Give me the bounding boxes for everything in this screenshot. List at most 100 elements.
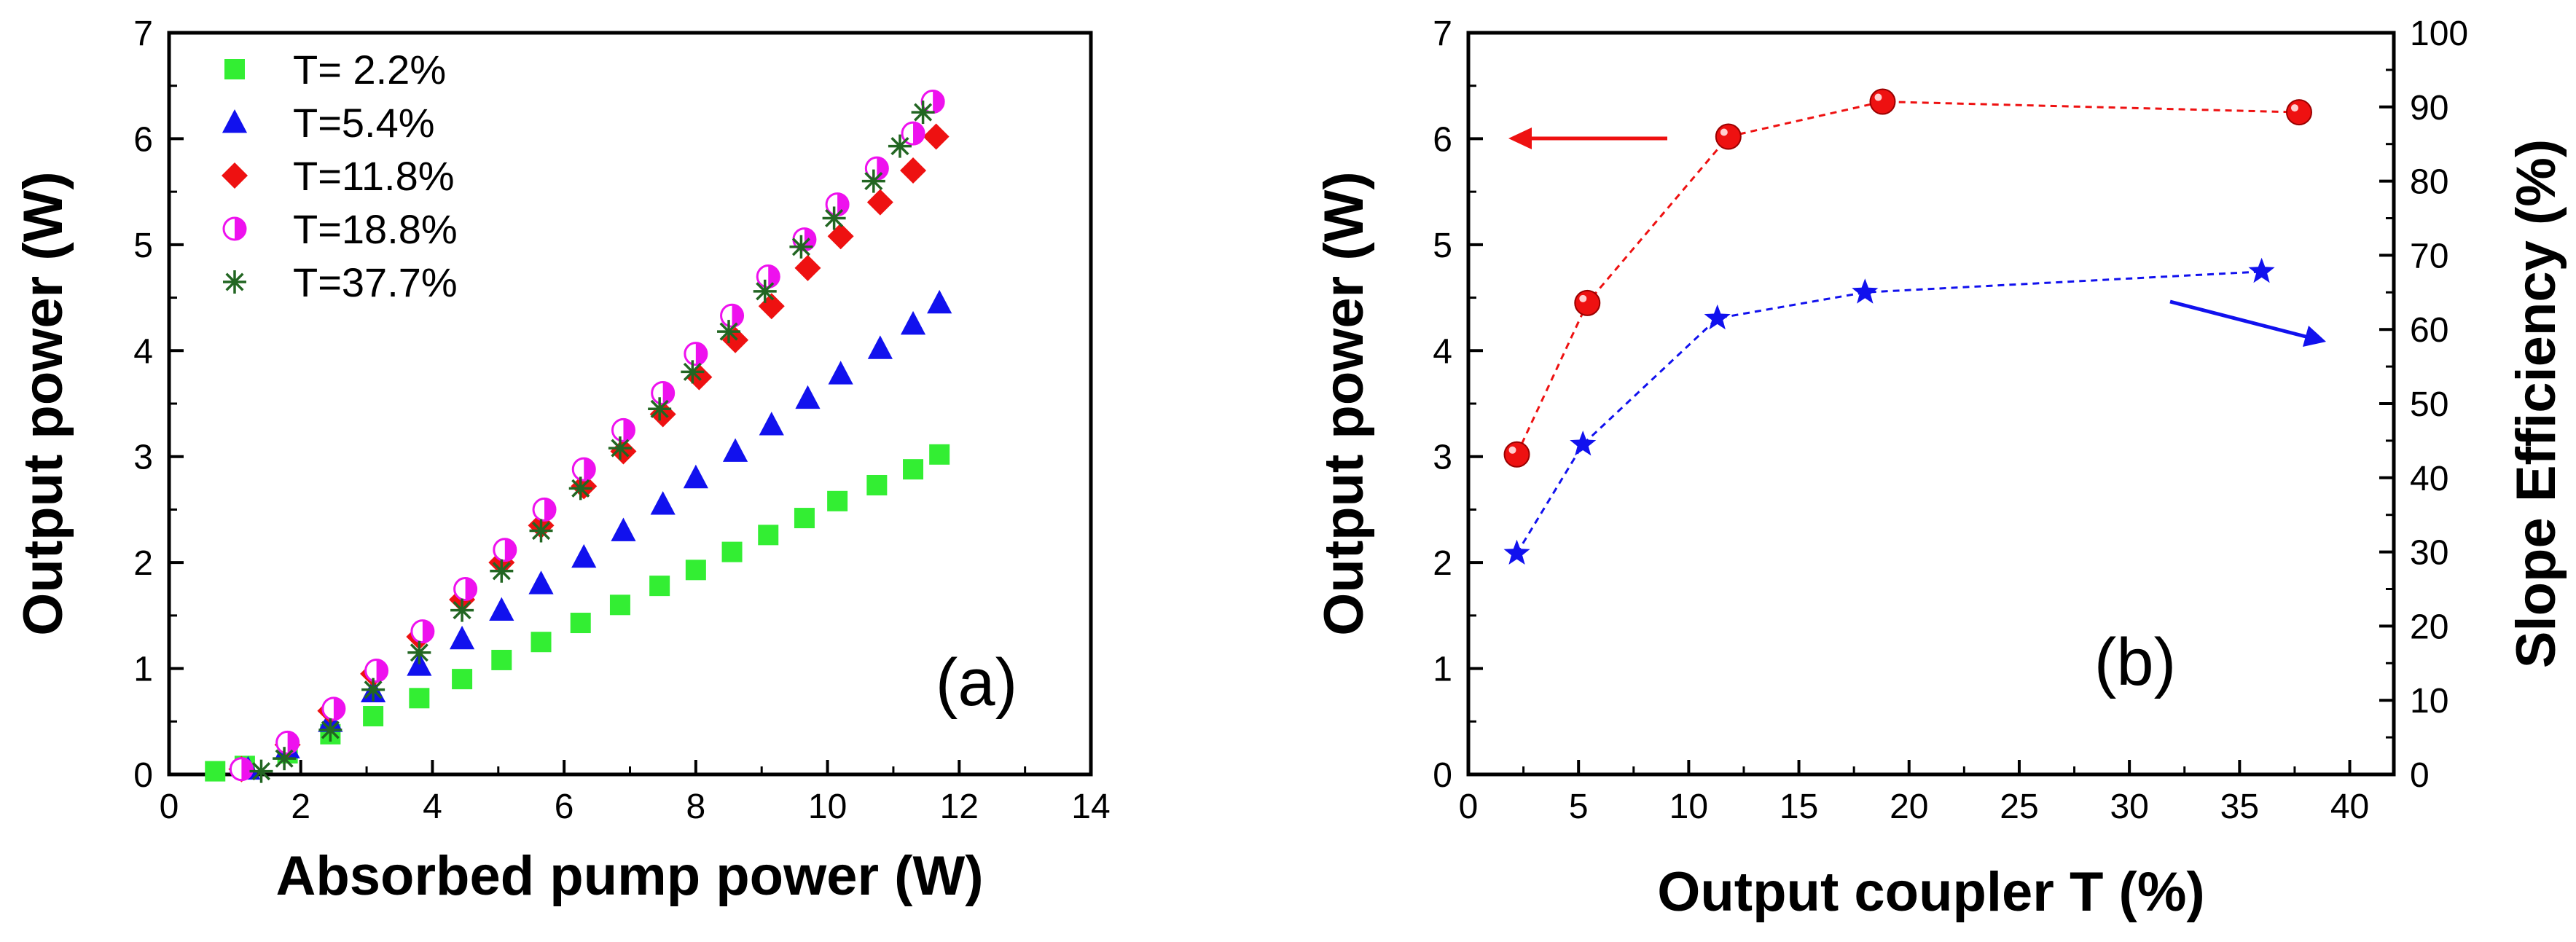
chart-a-point: [489, 597, 514, 621]
chart-a-point: [900, 157, 927, 184]
chart-a-point: [318, 718, 342, 742]
chart-b-y2-tick-label: 20: [2410, 608, 2448, 646]
chart-a-point: [609, 594, 630, 616]
chart-b-y-tick-label: 2: [1433, 544, 1452, 583]
chart-a-point: [888, 134, 912, 158]
chart-b-y-tick-label: 7: [1433, 15, 1452, 53]
chart-a-legend-label: T=18.8%: [293, 206, 458, 252]
chart-a-point: [867, 335, 893, 359]
chart-a-point: [827, 223, 854, 250]
chart-a-point: [275, 730, 300, 755]
chart-b-point: [1503, 539, 1530, 565]
chart-a-legend-marker: [222, 162, 248, 189]
chart-a-point: [273, 747, 297, 771]
chart-a-point: [683, 464, 708, 489]
chart-a-point: [684, 342, 708, 366]
chart-a-point: [789, 235, 813, 259]
chart-a-legend: T= 2.2% T=5.4% T=11.8% T=18.8% T=37.7%: [222, 47, 458, 305]
chart-a-point: [720, 303, 745, 328]
chart-b-y2-tick-label: 70: [2410, 237, 2448, 275]
chart-b-plot-frame: [1466, 31, 2396, 777]
chart-a-point: [571, 543, 597, 568]
chart-a-y-tick-label: 5: [133, 227, 153, 265]
chart-b-point: [1852, 278, 1879, 304]
chart-a-legend-marker: [224, 59, 245, 79]
chart-a-legend-marker: [222, 109, 248, 133]
chart-a-point: [795, 385, 821, 409]
chart-a-y-tick-label: 0: [133, 756, 153, 795]
chart-a-point: [649, 576, 670, 597]
chart-a-y-tick-label: 3: [133, 439, 153, 477]
chart-b-y-axis-title: Output power (W): [1313, 171, 1375, 635]
chart-b-y2-tick-label: 40: [2410, 460, 2448, 498]
chart-b-y2-ticks: 0 10 20 30 40 50 60 70 80 90 100: [2379, 15, 2468, 795]
chart-b-point: [1574, 289, 1601, 316]
chart-b-x-tick-label: 5: [1569, 788, 1589, 826]
chart-b-point: [2248, 257, 2275, 283]
chart-a-y-tick-label: 7: [133, 15, 153, 53]
chart-b-y2-tick-label: 50: [2410, 385, 2448, 424]
chart-a-point: [608, 436, 632, 460]
chart-a-x-tick-label: 10: [808, 788, 847, 826]
chart-b-y-tick-label: 5: [1433, 227, 1452, 265]
chart-a-point: [923, 123, 950, 150]
chart-a-point: [571, 457, 596, 482]
chart-b-point: [1570, 431, 1597, 456]
right-axis-arrow: [2169, 299, 2326, 347]
chart-a-point: [722, 438, 748, 462]
chart-a-x-tick-label: 0: [160, 788, 179, 826]
chart-b-y2-tick-label: 90: [2410, 89, 2448, 127]
chart-b-y-tick-label: 6: [1433, 120, 1452, 159]
chart-b-point: [1704, 304, 1731, 330]
chart-a-legend-label: T=37.7%: [293, 259, 458, 305]
chart-a-point: [249, 759, 273, 783]
chart-a-point: [900, 310, 926, 335]
chart-a-point: [721, 541, 743, 562]
chart-a-point: [685, 560, 706, 581]
chart-b-point: [1869, 88, 1896, 115]
chart-a-point: [650, 491, 676, 515]
chart-a-legend-marker: [222, 216, 247, 241]
chart-a-point: [611, 517, 636, 541]
chart-a-y-tick-label: 1: [133, 651, 153, 689]
chart-a-point: [861, 169, 885, 193]
chart-a-point: [927, 289, 952, 314]
chart-a-point: [409, 688, 430, 709]
chart-a-point: [758, 525, 779, 546]
chart-a-point: [822, 206, 846, 230]
chart-a-point: [794, 508, 815, 529]
chart-a-x-tick-label: 14: [1071, 788, 1110, 826]
chart-a-legend-label: T=5.4%: [293, 100, 435, 146]
chart-a-point: [490, 559, 514, 583]
chart-a-point: [717, 320, 741, 344]
chart-a-y-ticks: 0 1 2 3 4 5 6 7: [133, 15, 184, 795]
chart-a-point: [452, 669, 473, 690]
chart-a-point: [407, 640, 431, 664]
chart-b-y2-tick-label: 60: [2410, 311, 2448, 350]
chart-b-marks: [1503, 88, 2312, 565]
chart-a-y-axis-title: Output power (W): [12, 171, 74, 635]
chart-b-y2-tick-label: 100: [2410, 15, 2468, 53]
chart-a-x-tick-label: 12: [940, 788, 979, 826]
chart-a-point: [759, 412, 784, 436]
chart-a-point: [453, 577, 478, 601]
chart-b-point: [1715, 123, 1742, 150]
chart-a-y-tick-label: 2: [133, 544, 153, 583]
chart-a-point: [361, 678, 385, 702]
chart-a-legend-label: T= 2.2%: [293, 47, 446, 93]
chart-b-x-tick-label: 15: [1780, 788, 1818, 826]
chart-a-point: [929, 444, 950, 465]
chart-a-point: [866, 474, 888, 495]
chart-a-point: [528, 570, 554, 594]
chart-b-y-ticks: 0 1 2 3 4 5 6 7: [1433, 15, 1483, 795]
chart-a-point: [648, 397, 672, 421]
chart-a-point: [410, 619, 435, 644]
chart-a-point: [794, 254, 821, 281]
chart-a-y-tick-label: 4: [133, 332, 153, 371]
chart-a-point: [756, 264, 780, 289]
chart-a-point: [205, 761, 226, 782]
chart-b-x-tick-label: 10: [1669, 788, 1708, 826]
chart-b-x-tick-label: 35: [2220, 788, 2259, 826]
